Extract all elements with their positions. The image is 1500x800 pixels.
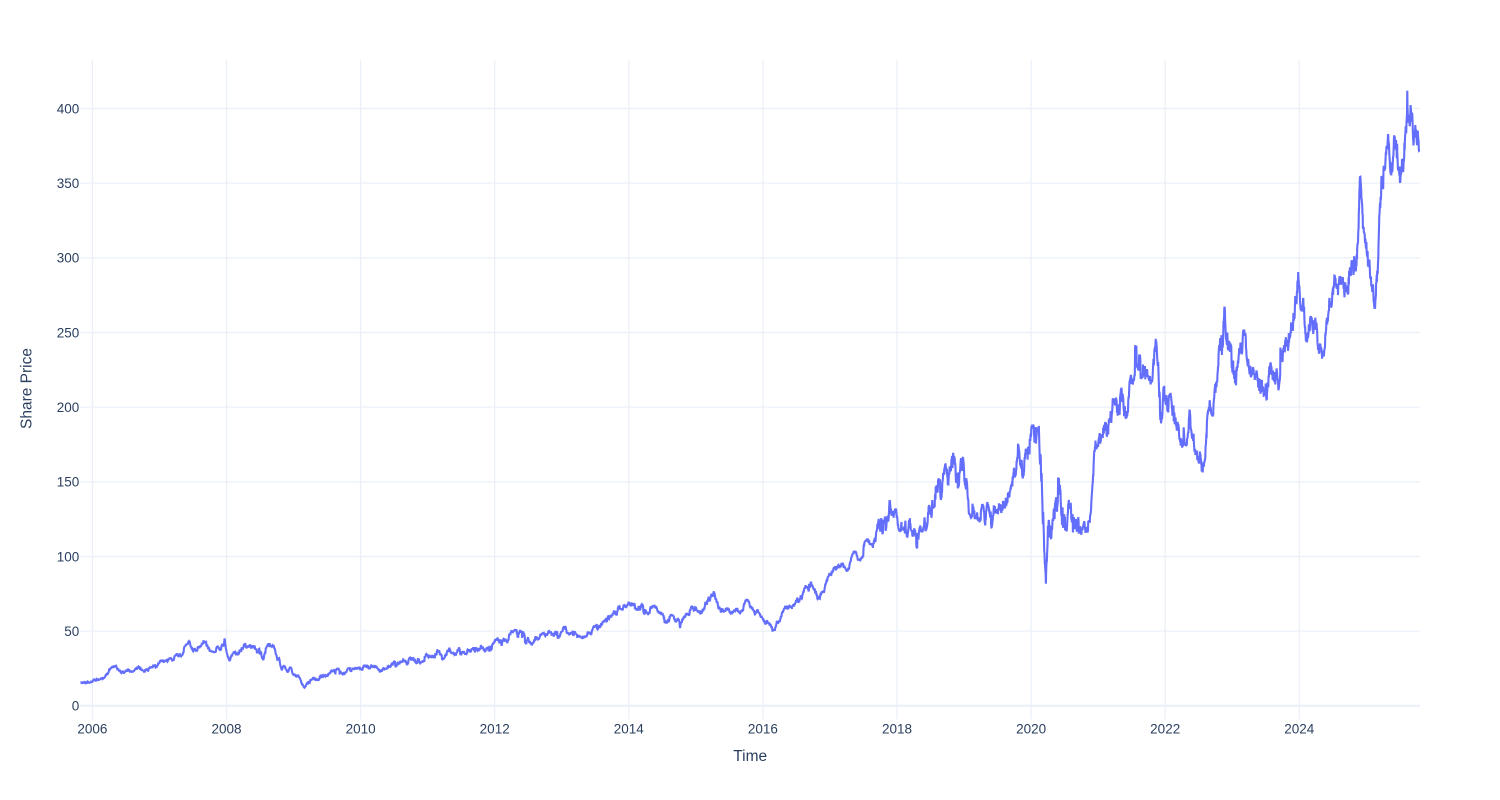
svg-text:2016: 2016 (748, 722, 778, 737)
svg-text:2018: 2018 (882, 722, 912, 737)
svg-text:2008: 2008 (211, 722, 241, 737)
svg-text:2012: 2012 (480, 722, 510, 737)
svg-text:300: 300 (57, 251, 80, 266)
svg-text:250: 250 (57, 325, 80, 340)
svg-text:2020: 2020 (1016, 722, 1046, 737)
svg-text:2014: 2014 (614, 722, 645, 737)
svg-text:150: 150 (57, 475, 80, 490)
svg-text:350: 350 (57, 176, 80, 191)
svg-text:50: 50 (64, 624, 79, 639)
svg-text:100: 100 (57, 549, 80, 564)
svg-text:2024: 2024 (1284, 722, 1315, 737)
svg-text:2010: 2010 (346, 722, 376, 737)
svg-text:400: 400 (57, 101, 80, 116)
svg-text:0: 0 (72, 699, 80, 714)
svg-text:2006: 2006 (77, 722, 107, 737)
svg-text:Share Price: Share Price (19, 348, 36, 429)
svg-text:200: 200 (57, 400, 80, 415)
svg-text:Time: Time (733, 748, 767, 765)
svg-text:2022: 2022 (1150, 722, 1180, 737)
